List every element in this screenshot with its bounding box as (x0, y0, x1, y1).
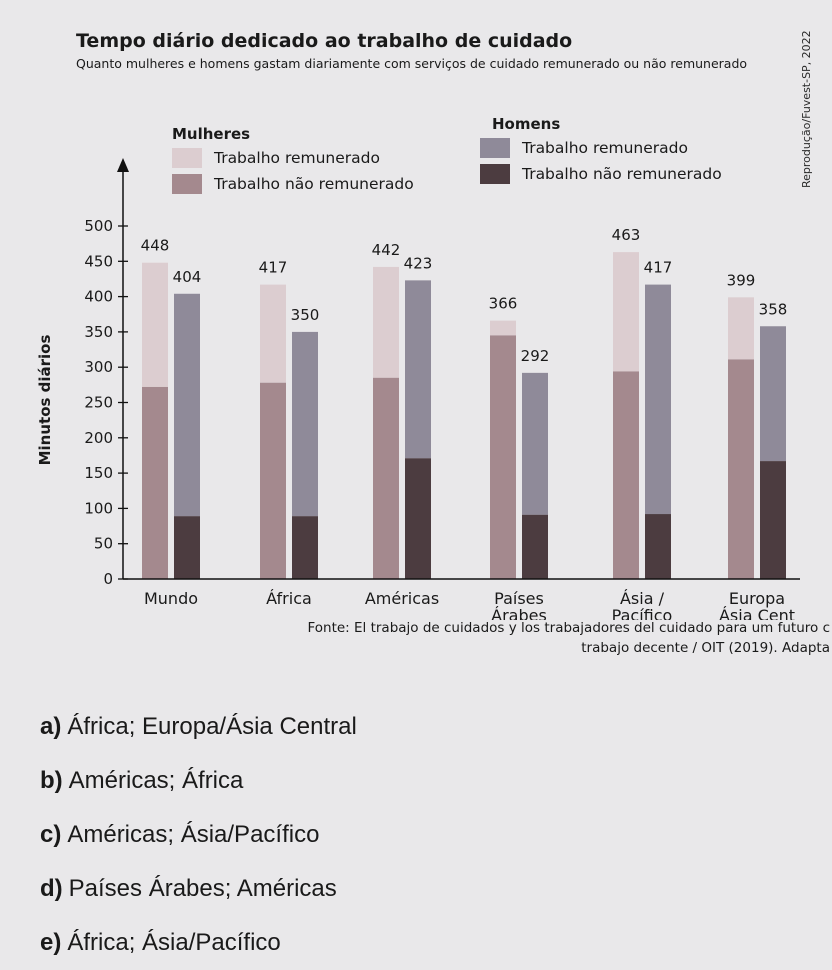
y-tick-label: 0 (103, 570, 113, 588)
option-letter: a) (40, 713, 62, 740)
data-label-men: 358 (759, 300, 788, 318)
category-label: Árabes (491, 606, 547, 620)
bar-men-unpaid (174, 516, 200, 579)
legend-women-title: Mulheres (172, 125, 251, 143)
legend-swatch (172, 174, 202, 194)
option-b[interactable]: b) Américas; África (40, 754, 357, 808)
bar-women-unpaid (490, 335, 516, 579)
option-letter: e) (40, 929, 62, 956)
y-tick-label: 300 (84, 358, 113, 376)
legend-label: Trabalho não remunerado (522, 165, 722, 183)
option-letter: d) (40, 875, 63, 902)
bar-men-unpaid (522, 514, 548, 579)
bar-women-unpaid (728, 359, 754, 579)
category-label: África (266, 589, 312, 608)
bar-women-paid (142, 262, 168, 387)
category-label: Américas (365, 589, 439, 608)
y-tick-label: 150 (84, 464, 113, 482)
legend-men-unpaid: Trabalho não remunerado (480, 164, 722, 184)
bar-women-unpaid (260, 382, 286, 579)
option-text: África; Ásia/Pacífico (67, 929, 281, 956)
category-label: Pacífico (612, 606, 673, 620)
y-axis-arrow (117, 158, 129, 172)
legend-women-paid: Trabalho remunerado (172, 148, 380, 168)
bar-women-unpaid (373, 377, 399, 579)
data-label-women: 448 (141, 237, 170, 255)
data-label-women: 442 (372, 241, 401, 259)
source-note: Fonte: El trabajo de cuidados y los trab… (190, 618, 830, 658)
bar-women-paid (260, 284, 286, 383)
data-label-men: 292 (521, 347, 550, 365)
data-label-men: 423 (404, 254, 433, 272)
option-text: Países Árabes; Américas (68, 875, 337, 902)
option-letter: b) (40, 767, 63, 794)
legend-swatch (480, 164, 510, 184)
option-letter: c) (40, 821, 62, 848)
category-label: Mundo (144, 589, 198, 608)
bar-men-paid (405, 280, 431, 459)
bar-men-unpaid (405, 458, 431, 579)
y-tick-label: 400 (84, 288, 113, 306)
data-label-men: 417 (644, 259, 673, 277)
y-tick-label: 450 (84, 252, 113, 270)
bar-men-paid (760, 326, 786, 462)
legend-label: Trabalho não remunerado (214, 175, 414, 193)
option-a[interactable]: a) África; Europa/Ásia Central (40, 700, 357, 754)
bar-men-unpaid (645, 514, 671, 579)
option-text: África; Europa/Ásia Central (67, 713, 357, 740)
data-label-men: 350 (291, 306, 320, 324)
legend-label: Trabalho remunerado (522, 139, 688, 157)
bar-men-paid (292, 331, 318, 517)
bar-men-paid (645, 284, 671, 515)
bar-men-unpaid (292, 516, 318, 579)
answer-options: a) África; Europa/Ásia Central b) Améric… (40, 700, 357, 970)
category-label: Ásia Cent (719, 606, 795, 620)
bar-men-paid (174, 293, 200, 517)
data-label-women: 463 (612, 226, 641, 244)
option-c[interactable]: c) Américas; Ásia/Pacífico (40, 808, 357, 862)
bar-men-paid (522, 372, 548, 515)
bar-women-unpaid (142, 386, 168, 579)
y-tick-label: 250 (84, 394, 113, 412)
option-text: Américas; África (68, 767, 244, 794)
bar-women-paid (373, 266, 399, 378)
option-e[interactable]: e) África; Ásia/Pacífico (40, 916, 357, 970)
y-tick-label: 50 (94, 535, 113, 553)
chart-title: Tempo diário dedicado ao trabalho de cui… (76, 30, 573, 52)
data-label-women: 399 (727, 271, 756, 289)
option-d[interactable]: d) Países Árabes; Américas (40, 862, 357, 916)
category-label: Países (494, 589, 544, 608)
category-label: Europa (729, 589, 785, 608)
category-label: Ásia / (620, 589, 665, 608)
y-tick-label: 200 (84, 429, 113, 447)
y-tick-label: 100 (84, 499, 113, 517)
legend-women-unpaid: Trabalho não remunerado (172, 174, 414, 194)
legend-swatch (172, 148, 202, 168)
source-line-2: trabajo decente / OIT (2019). Adapta (581, 640, 830, 656)
data-label-women: 417 (259, 259, 288, 277)
source-line-1: Fonte: El trabajo de cuidados y los trab… (307, 620, 830, 636)
data-label-men: 404 (173, 268, 202, 286)
bar-women-paid (613, 252, 639, 372)
bar-women-paid (728, 297, 754, 360)
y-axis-label: Minutos diários (36, 335, 54, 466)
bar-men-unpaid (760, 461, 786, 579)
bar-women-unpaid (613, 371, 639, 579)
legend-men-title: Homens (492, 115, 561, 133)
legend-men-paid: Trabalho remunerado (480, 138, 688, 158)
legend-swatch (480, 138, 510, 158)
y-tick-label: 350 (84, 323, 113, 341)
y-tick-label: 500 (84, 217, 113, 235)
bar-women-paid (490, 320, 516, 336)
option-text: Américas; Ásia/Pacífico (67, 821, 320, 848)
chart-subtitle: Quanto mulheres e homens gastam diariame… (76, 56, 748, 71)
legend-label: Trabalho remunerado (214, 149, 380, 167)
data-label-women: 366 (489, 295, 518, 313)
